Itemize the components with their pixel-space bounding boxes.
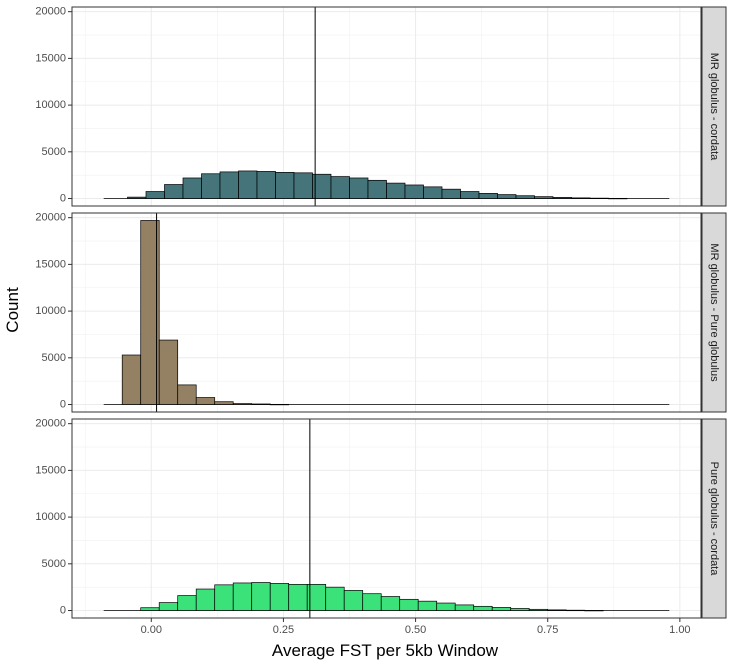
panel-border: [71, 6, 702, 207]
histogram-bar: [417, 600, 438, 611]
histogram-bar: [288, 584, 308, 611]
x-axis-title: Average FST per 5kb Window: [272, 641, 499, 660]
panel-border: [71, 212, 702, 413]
histogram-bar: [256, 171, 276, 199]
panel-background: [72, 419, 701, 618]
y-tick-label: 10000: [35, 511, 66, 523]
x-tick-label: 0.00: [141, 624, 162, 636]
histogram-bar: [293, 172, 313, 199]
histogram-bar: [269, 403, 290, 406]
histogram-bar: [491, 607, 512, 611]
x-tick-label: 0.25: [273, 624, 294, 636]
histogram-bar: [177, 384, 197, 405]
y-tick-label: 0: [60, 399, 66, 411]
histogram-bar: [214, 584, 234, 611]
y-tick-label: 5000: [42, 558, 66, 570]
histogram-bar: [552, 197, 572, 199]
histogram-bar: [380, 596, 401, 611]
histogram-bar: [478, 193, 498, 199]
y-tick-label: 20000: [35, 6, 66, 18]
histogram-bar: [436, 602, 456, 611]
facet-strip: [701, 6, 727, 207]
histogram-bar: [454, 604, 475, 611]
y-tick-label: 15000: [35, 464, 66, 476]
histogram-bar: [330, 176, 350, 199]
facet-strip: [701, 212, 727, 413]
histogram-bar: [182, 177, 202, 199]
y-tick-label: 0: [60, 605, 66, 617]
y-tick-label: 10000: [35, 99, 66, 111]
facet-panel: MR globulus - Pure globulus 0 5000 10000 150…: [35, 212, 727, 413]
histogram-bar: [362, 593, 382, 611]
y-tick-label: 15000: [35, 52, 66, 64]
histogram-bar: [367, 179, 387, 199]
histogram-bar: [195, 397, 216, 405]
histogram-bar: [214, 401, 234, 405]
facet-strip-label: Pure globulus - cordata: [708, 462, 720, 577]
facet-panel: Pure globulus - cordata 0 5000 10000 15000 20…: [35, 418, 727, 619]
histogram-bar: [140, 607, 160, 611]
histogram-bar: [349, 177, 369, 199]
histogram-bar: [269, 583, 290, 611]
histogram-bar: [275, 172, 295, 199]
histogram-bar: [140, 220, 160, 405]
histogram-bar: [547, 609, 567, 611]
y-axis-title: Count: [3, 287, 22, 333]
facet-strip-label: MR globulus - Pure globulus: [708, 243, 720, 382]
y-tick-label: 5000: [42, 352, 66, 364]
histogram-bar: [164, 184, 184, 199]
histogram-bar: [158, 339, 179, 405]
histogram-bar: [528, 608, 549, 611]
histogram-bar: [510, 608, 530, 611]
histogram-bar: [386, 182, 406, 199]
panel-background: [72, 7, 701, 206]
x-tick-label: 0.50: [405, 624, 426, 636]
histogram-bar: [399, 598, 419, 611]
histogram-bar: [325, 586, 345, 611]
histogram-bar: [515, 195, 535, 199]
histogram-bar: [127, 196, 147, 199]
histogram-bar: [238, 170, 258, 199]
y-tick-label: 20000: [35, 418, 66, 430]
histogram-bar: [497, 194, 517, 199]
y-tick-label: 10000: [35, 305, 66, 317]
x-tick-label: 0.75: [537, 624, 558, 636]
histogram-bar: [201, 173, 221, 199]
y-tick-label: 5000: [42, 146, 66, 158]
histogram-bar: [423, 186, 443, 199]
facet-strip-label: MR globulus - cordata: [708, 53, 720, 161]
histogram-bar: [589, 197, 609, 200]
y-tick-label: 15000: [35, 258, 66, 270]
histogram-bar: [121, 354, 142, 405]
histogram-bar: [219, 171, 239, 199]
histogram-bar: [565, 609, 586, 612]
histogram-bar: [534, 196, 554, 199]
x-tick-label: 1.00: [669, 624, 690, 636]
histogram-bar: [441, 188, 461, 199]
histogram-bar: [251, 582, 271, 611]
histogram-bar: [232, 582, 253, 611]
facet-strip: [701, 418, 727, 619]
histogram-bar: [460, 191, 480, 199]
histogram-bar: [608, 197, 628, 200]
histogram-bar: [177, 595, 197, 611]
histogram-bar: [584, 610, 604, 612]
y-tick-label: 20000: [35, 212, 66, 224]
histogram-bar: [571, 197, 591, 199]
histogram-bar: [343, 590, 364, 611]
histogram-bar: [251, 403, 271, 405]
histogram-bar: [404, 184, 424, 199]
histogram-bar: [195, 588, 216, 611]
histogram-bar: [232, 403, 253, 405]
y-tick-label: 0: [60, 193, 66, 205]
histogram-bar: [145, 191, 165, 199]
facet-panel: MR globulus - cordata 0 5000 10000 15000 2000…: [35, 6, 727, 207]
panel-border: [71, 418, 702, 619]
histogram-bar: [473, 605, 493, 611]
histogram-bar: [158, 602, 179, 611]
